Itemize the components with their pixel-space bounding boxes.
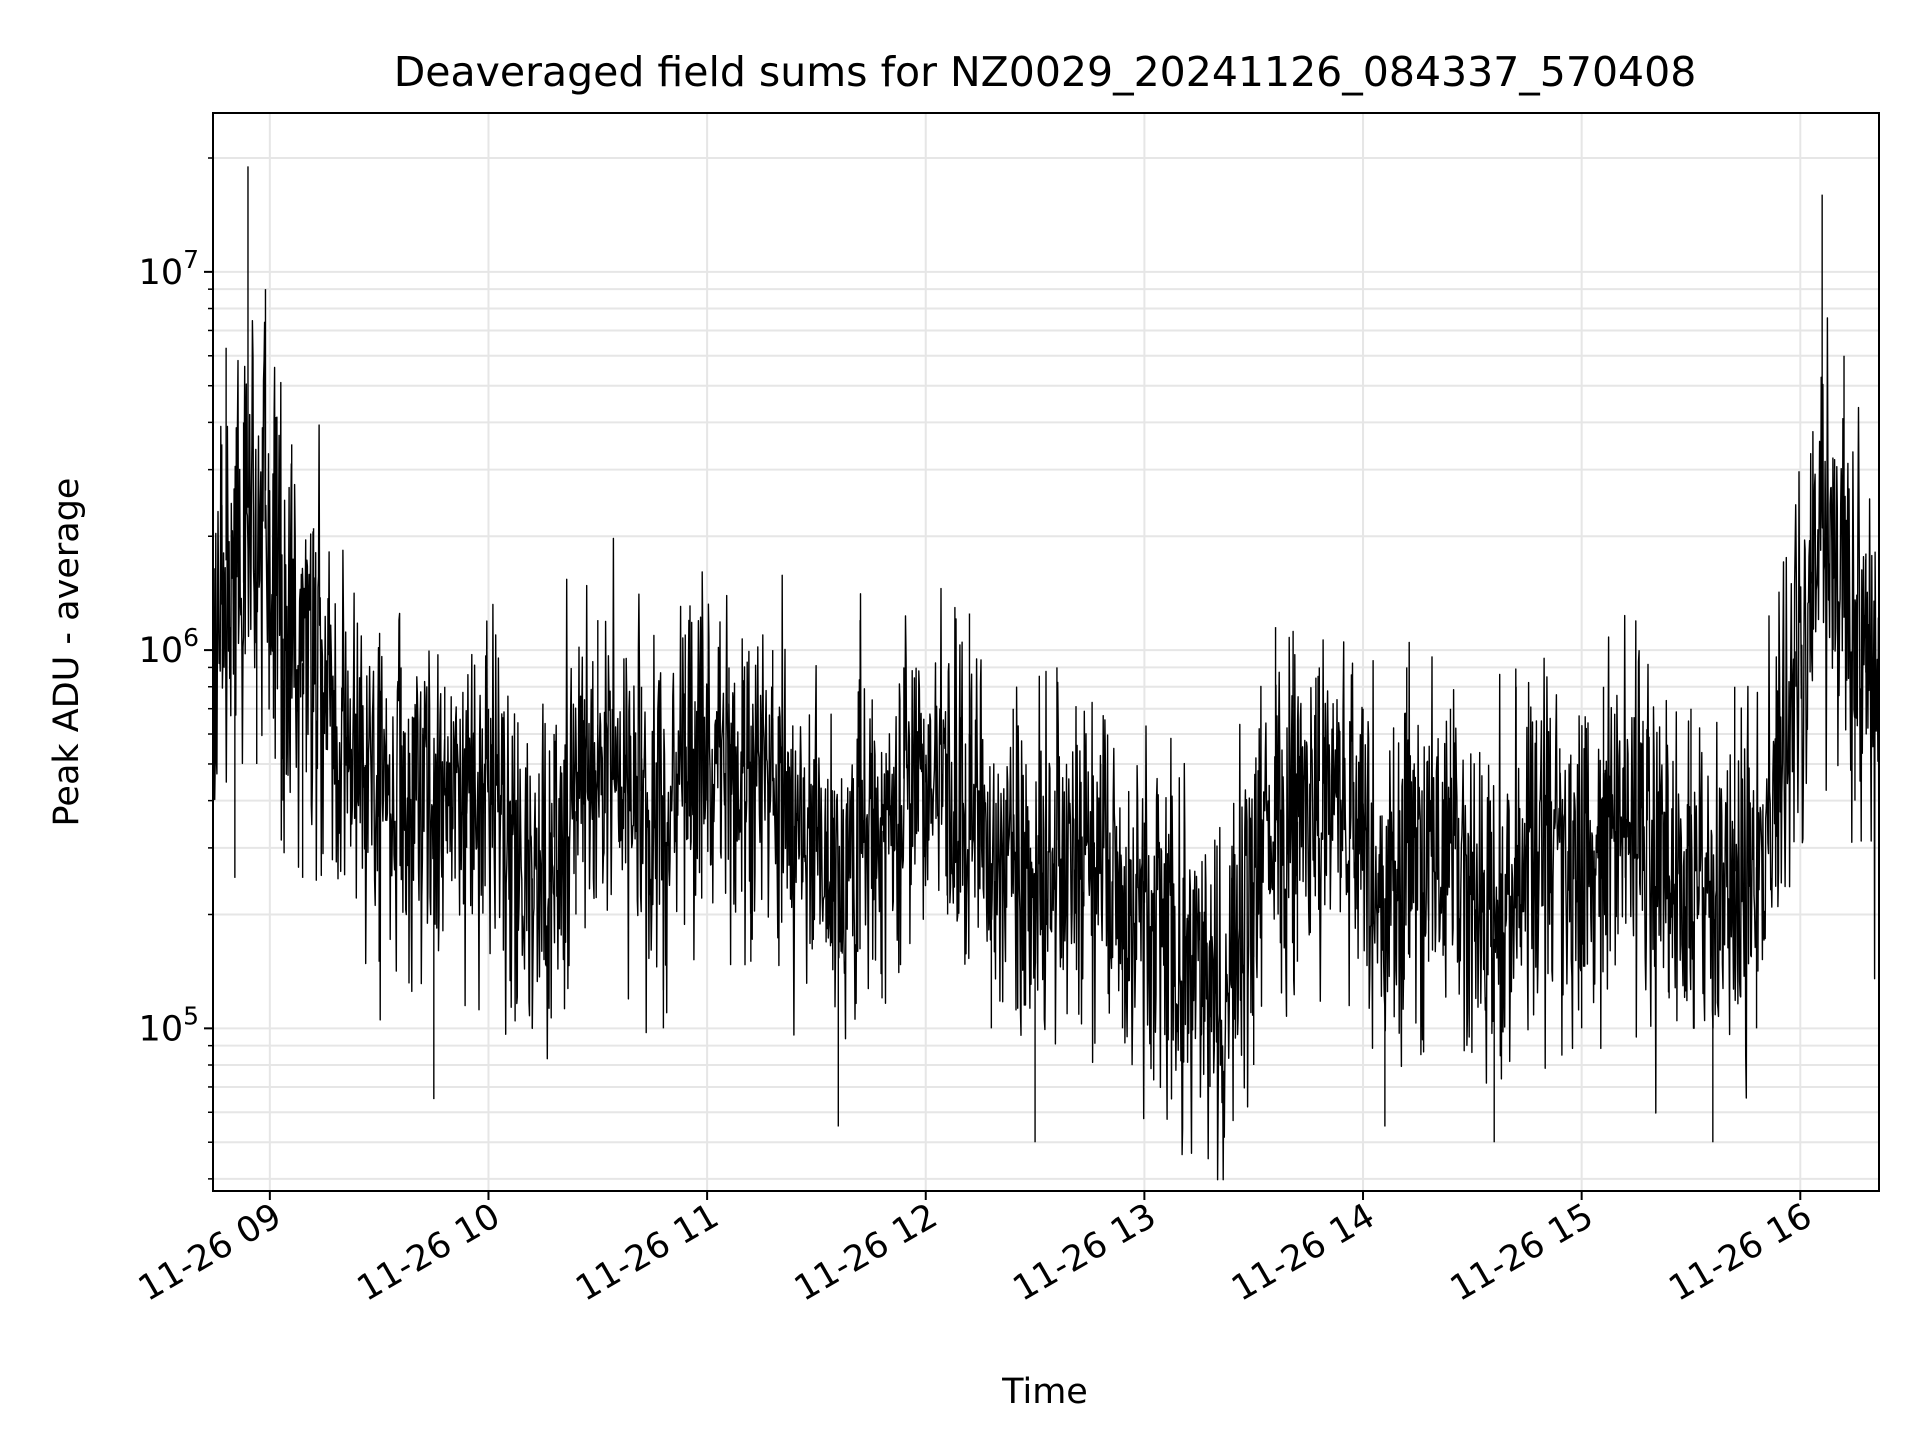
y-tick-label: 105: [139, 1001, 199, 1049]
chart-title: Deaveraged field sums for NZ0029_2024112…: [394, 48, 1697, 96]
plot-area-frame: [212, 112, 1880, 1192]
y-tick-label: 107: [139, 245, 199, 293]
y-axis-label: Peak ADU - average: [47, 478, 87, 827]
x-axis-label: Time: [1001, 1372, 1088, 1412]
y-tick-label: 106: [139, 623, 199, 671]
series-line: [212, 317, 1880, 1181]
y-axis-ticks: 105 106 107: [139, 157, 213, 1180]
